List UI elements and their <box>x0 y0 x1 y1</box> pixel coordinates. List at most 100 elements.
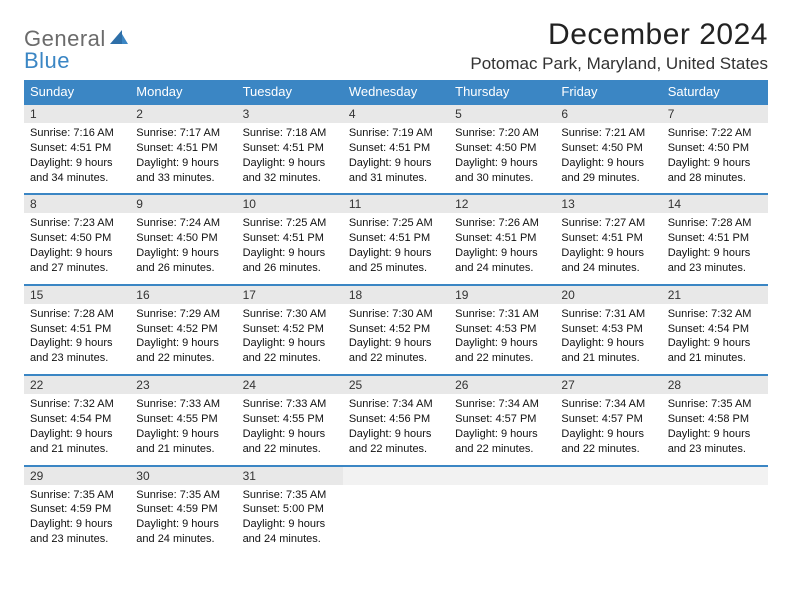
day-detail-cell: Sunrise: 7:35 AMSunset: 4:59 PMDaylight:… <box>24 485 130 555</box>
title-block: December 2024 Potomac Park, Maryland, Un… <box>470 18 768 74</box>
week-detail-row: Sunrise: 7:32 AMSunset: 4:54 PMDaylight:… <box>24 394 768 465</box>
day-number-cell: 21 <box>662 285 768 304</box>
sunset-line: Sunset: 4:52 PM <box>243 322 337 337</box>
week-daynum-row: 1234567 <box>24 104 768 123</box>
sunset-line: Sunset: 4:51 PM <box>349 231 443 246</box>
day-detail-cell: Sunrise: 7:33 AMSunset: 4:55 PMDaylight:… <box>130 394 236 465</box>
sunrise-line: Sunrise: 7:32 AM <box>30 397 124 412</box>
week-detail-row: Sunrise: 7:35 AMSunset: 4:59 PMDaylight:… <box>24 485 768 555</box>
day-detail-cell: Sunrise: 7:35 AMSunset: 4:58 PMDaylight:… <box>662 394 768 465</box>
sunset-line: Sunset: 4:51 PM <box>561 231 655 246</box>
sunrise-line: Sunrise: 7:18 AM <box>243 126 337 141</box>
week-daynum-row: 293031 <box>24 466 768 485</box>
day-number-cell: 22 <box>24 375 130 394</box>
sunset-line: Sunset: 4:56 PM <box>349 412 443 427</box>
sunrise-line: Sunrise: 7:35 AM <box>30 488 124 503</box>
sail-icon <box>108 33 130 50</box>
weekday-header: Wednesday <box>343 80 449 104</box>
day-number-cell: 9 <box>130 194 236 213</box>
week-detail-row: Sunrise: 7:16 AMSunset: 4:51 PMDaylight:… <box>24 123 768 194</box>
sunrise-calendar-table: SundayMondayTuesdayWednesdayThursdayFrid… <box>24 80 768 555</box>
daylight-line: Daylight: 9 hours and 22 minutes. <box>561 427 655 457</box>
sunrise-line: Sunrise: 7:34 AM <box>561 397 655 412</box>
sunset-line: Sunset: 4:54 PM <box>668 322 762 337</box>
day-number-cell: 20 <box>555 285 661 304</box>
weekday-header: Saturday <box>662 80 768 104</box>
sunset-line: Sunset: 4:59 PM <box>136 502 230 517</box>
sunset-line: Sunset: 4:50 PM <box>136 231 230 246</box>
day-number-cell: 28 <box>662 375 768 394</box>
day-detail-cell: Sunrise: 7:34 AMSunset: 4:56 PMDaylight:… <box>343 394 449 465</box>
day-number-cell: 27 <box>555 375 661 394</box>
month-title: December 2024 <box>470 18 768 52</box>
day-number-cell: 16 <box>130 285 236 304</box>
day-detail-cell: Sunrise: 7:29 AMSunset: 4:52 PMDaylight:… <box>130 304 236 375</box>
sunrise-line: Sunrise: 7:35 AM <box>668 397 762 412</box>
daylight-line: Daylight: 9 hours and 23 minutes. <box>668 427 762 457</box>
sunset-line: Sunset: 4:50 PM <box>455 141 549 156</box>
sunset-line: Sunset: 4:50 PM <box>561 141 655 156</box>
logo-word-blue: Blue <box>24 48 70 73</box>
sunrise-line: Sunrise: 7:30 AM <box>243 307 337 322</box>
day-detail-cell: Sunrise: 7:30 AMSunset: 4:52 PMDaylight:… <box>343 304 449 375</box>
sunrise-line: Sunrise: 7:28 AM <box>668 216 762 231</box>
daylight-line: Daylight: 9 hours and 22 minutes. <box>349 427 443 457</box>
day-number-cell: 1 <box>24 104 130 123</box>
sunset-line: Sunset: 4:55 PM <box>243 412 337 427</box>
day-number-cell: 25 <box>343 375 449 394</box>
day-detail-cell: Sunrise: 7:25 AMSunset: 4:51 PMDaylight:… <box>343 213 449 284</box>
day-number-cell: 6 <box>555 104 661 123</box>
day-number-cell <box>343 466 449 485</box>
day-number-cell: 5 <box>449 104 555 123</box>
day-detail-cell: Sunrise: 7:26 AMSunset: 4:51 PMDaylight:… <box>449 213 555 284</box>
daylight-line: Daylight: 9 hours and 21 minutes. <box>561 336 655 366</box>
day-number-cell <box>449 466 555 485</box>
sunset-line: Sunset: 4:51 PM <box>243 141 337 156</box>
sunset-line: Sunset: 4:51 PM <box>455 231 549 246</box>
week-daynum-row: 22232425262728 <box>24 375 768 394</box>
sunrise-line: Sunrise: 7:35 AM <box>243 488 337 503</box>
sunset-line: Sunset: 5:00 PM <box>243 502 337 517</box>
sunset-line: Sunset: 4:52 PM <box>136 322 230 337</box>
sunset-line: Sunset: 4:51 PM <box>243 231 337 246</box>
calendar-page: General Blue December 2024 Potomac Park,… <box>0 0 792 555</box>
daylight-line: Daylight: 9 hours and 22 minutes. <box>243 336 337 366</box>
sunrise-line: Sunrise: 7:30 AM <box>349 307 443 322</box>
sunrise-line: Sunrise: 7:21 AM <box>561 126 655 141</box>
logo-text-block: General Blue <box>24 28 130 73</box>
day-number-cell: 24 <box>237 375 343 394</box>
sunset-line: Sunset: 4:53 PM <box>455 322 549 337</box>
sunrise-line: Sunrise: 7:24 AM <box>136 216 230 231</box>
day-detail-cell: Sunrise: 7:33 AMSunset: 4:55 PMDaylight:… <box>237 394 343 465</box>
sunset-line: Sunset: 4:51 PM <box>136 141 230 156</box>
weekday-header: Thursday <box>449 80 555 104</box>
sunrise-line: Sunrise: 7:34 AM <box>349 397 443 412</box>
weekday-header-row: SundayMondayTuesdayWednesdayThursdayFrid… <box>24 80 768 104</box>
weekday-header: Tuesday <box>237 80 343 104</box>
day-detail-cell <box>662 485 768 555</box>
sunrise-line: Sunrise: 7:31 AM <box>561 307 655 322</box>
day-detail-cell: Sunrise: 7:19 AMSunset: 4:51 PMDaylight:… <box>343 123 449 194</box>
daylight-line: Daylight: 9 hours and 33 minutes. <box>136 156 230 186</box>
day-number-cell: 2 <box>130 104 236 123</box>
day-number-cell: 12 <box>449 194 555 213</box>
day-detail-cell <box>555 485 661 555</box>
sunset-line: Sunset: 4:50 PM <box>30 231 124 246</box>
sunrise-line: Sunrise: 7:20 AM <box>455 126 549 141</box>
daylight-line: Daylight: 9 hours and 23 minutes. <box>30 517 124 547</box>
day-number-cell: 19 <box>449 285 555 304</box>
day-detail-cell: Sunrise: 7:18 AMSunset: 4:51 PMDaylight:… <box>237 123 343 194</box>
day-detail-cell: Sunrise: 7:16 AMSunset: 4:51 PMDaylight:… <box>24 123 130 194</box>
sunset-line: Sunset: 4:51 PM <box>30 322 124 337</box>
day-number-cell <box>555 466 661 485</box>
day-number-cell: 17 <box>237 285 343 304</box>
sunrise-line: Sunrise: 7:28 AM <box>30 307 124 322</box>
day-detail-cell: Sunrise: 7:30 AMSunset: 4:52 PMDaylight:… <box>237 304 343 375</box>
daylight-line: Daylight: 9 hours and 23 minutes. <box>30 336 124 366</box>
sunrise-line: Sunrise: 7:26 AM <box>455 216 549 231</box>
daylight-line: Daylight: 9 hours and 24 minutes. <box>243 517 337 547</box>
day-number-cell: 31 <box>237 466 343 485</box>
sunrise-line: Sunrise: 7:35 AM <box>136 488 230 503</box>
day-detail-cell: Sunrise: 7:32 AMSunset: 4:54 PMDaylight:… <box>662 304 768 375</box>
daylight-line: Daylight: 9 hours and 22 minutes. <box>349 336 443 366</box>
